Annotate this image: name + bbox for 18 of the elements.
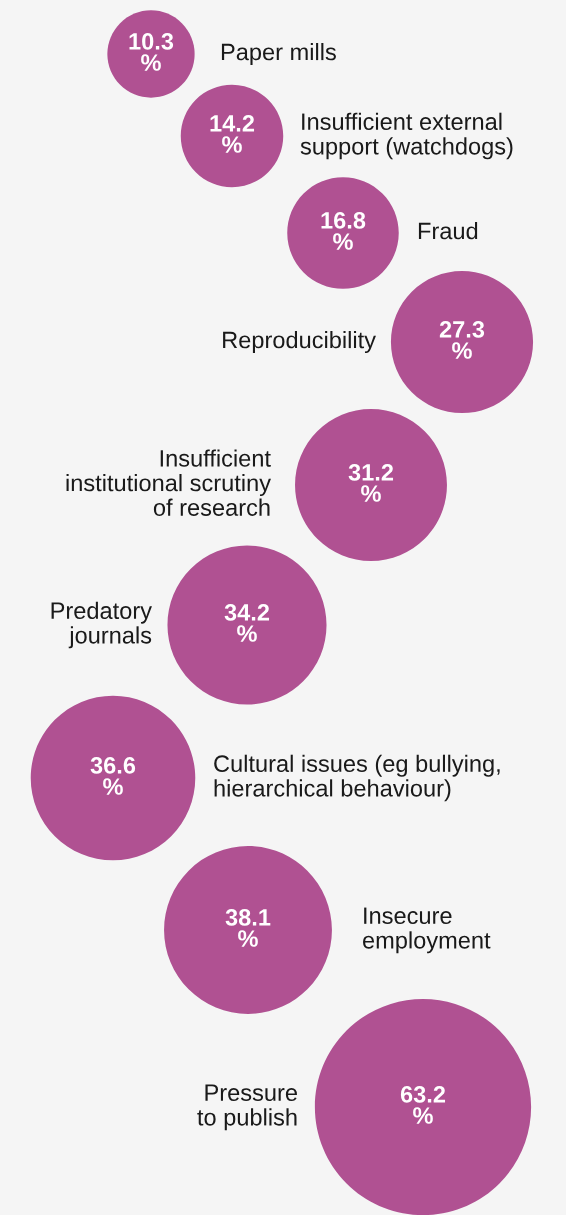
data-label: 16.8 % <box>321 212 366 250</box>
data-label: 14.2 % <box>210 115 255 153</box>
category-label: Insufficient external support (watchdogs) <box>300 112 513 160</box>
data-label: 63.2 % <box>400 1086 446 1124</box>
data-label: 31.2 % <box>348 464 394 502</box>
category-label: Fraud <box>418 222 478 240</box>
data-label: 10.3 % <box>129 33 174 71</box>
category-label: Predatory journals <box>51 601 152 649</box>
category-label: Paper mills <box>221 43 336 65</box>
data-label: 34.2 % <box>224 604 270 642</box>
category-label: Insufficient institutional scrutiny of research <box>66 449 271 516</box>
category-label: Insecure employment <box>363 907 491 954</box>
data-label: 36.6 % <box>90 757 136 795</box>
data-label: 38.1 % <box>225 909 271 947</box>
category-label: Reproducibility <box>223 331 376 354</box>
category-label: Pressure to publish <box>197 1084 297 1131</box>
category-label: Cultural issues (eg bullying, hierarchical behaviour) <box>214 754 500 802</box>
data-label: 27.3 % <box>439 321 485 359</box>
